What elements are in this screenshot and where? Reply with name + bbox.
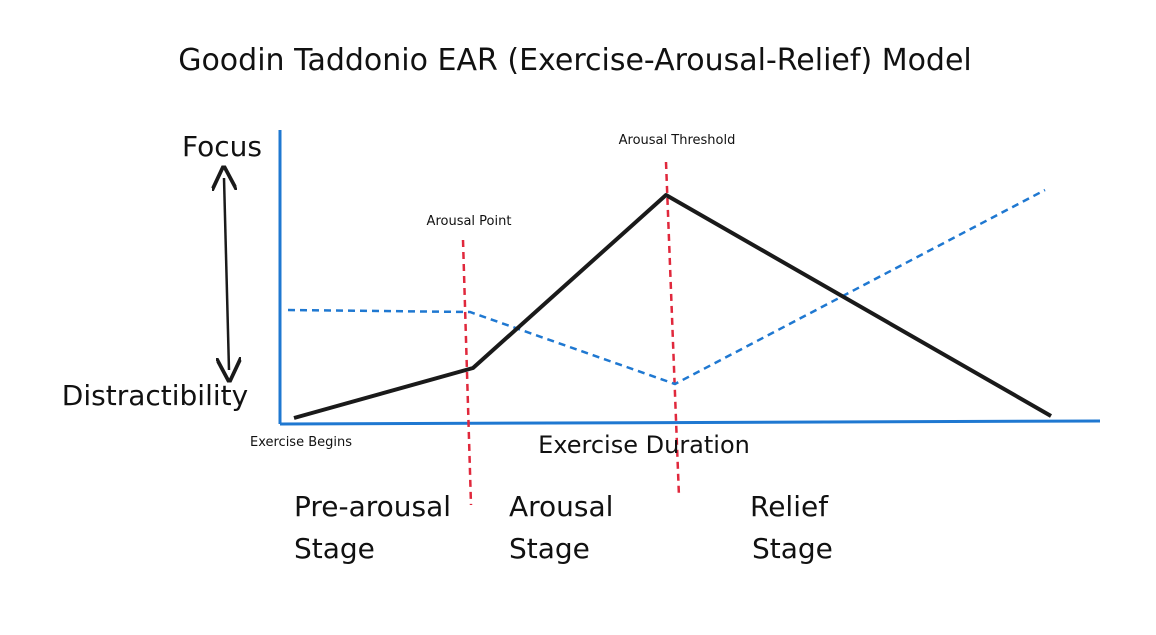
arousal-point-label: Arousal Point [427,214,512,229]
arousal-threshold-label: Arousal Threshold [619,133,736,148]
x-axis [279,419,1101,426]
distractibility-curve [287,188,1046,386]
arousal-threshold-marker [664,161,681,498]
relief-stage-line2: Stage [752,532,833,565]
arousal-stage-line1: Arousal [509,490,613,523]
relief-stage-line1: Relief [750,490,829,523]
focus-distractibility-arrow [224,178,229,370]
focus-curve [293,193,1052,420]
pre-arousal-stage-line1: Pre-arousal [294,490,451,523]
arousal-stage-line2: Stage [509,532,590,565]
pre-arousal-stage-line2: Stage [294,532,375,565]
focus-label: Focus [182,130,262,163]
distractibility-label: Distractibility [62,379,248,412]
diagram-title: Goodin Taddonio EAR (Exercise-Arousal-Re… [178,43,972,78]
exercise-duration-label: Exercise Duration [538,431,750,459]
arousal-point-marker [461,239,473,506]
exercise-begins-label: Exercise Begins [250,435,352,450]
